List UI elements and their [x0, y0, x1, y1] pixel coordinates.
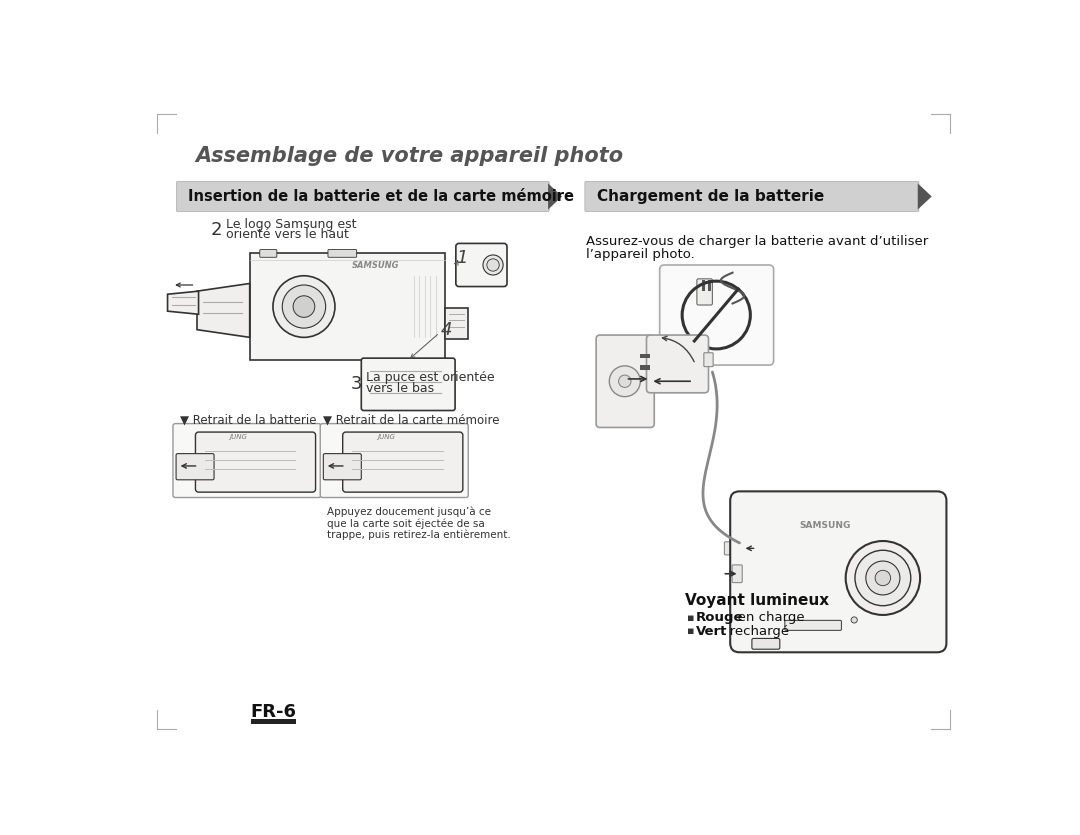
Text: 2: 2 — [211, 220, 222, 239]
Text: que la carte soit éjectée de sa: que la carte soit éjectée de sa — [327, 519, 485, 529]
Text: trappe, puis retirez-la entièrement.: trappe, puis retirez-la entièrement. — [327, 530, 511, 540]
FancyBboxPatch shape — [176, 181, 550, 211]
Text: : rechargé: : rechargé — [721, 625, 789, 638]
Text: 3: 3 — [350, 375, 362, 392]
Circle shape — [483, 255, 503, 275]
Polygon shape — [918, 184, 932, 210]
Bar — [252, 718, 296, 724]
Text: ▼ Retrait de la carte mémoire: ▼ Retrait de la carte mémoire — [323, 413, 500, 426]
FancyBboxPatch shape — [362, 358, 455, 411]
Text: vers le bas: vers le bas — [366, 382, 434, 395]
Circle shape — [273, 276, 335, 337]
Bar — [639, 353, 650, 358]
Text: orienté vers le haut: orienté vers le haut — [227, 229, 349, 241]
FancyBboxPatch shape — [730, 491, 946, 652]
Polygon shape — [445, 308, 469, 339]
Circle shape — [609, 366, 640, 397]
Circle shape — [855, 550, 910, 605]
Circle shape — [619, 375, 631, 387]
Text: 4: 4 — [441, 321, 453, 339]
Text: 1: 1 — [456, 249, 468, 267]
Circle shape — [282, 285, 326, 328]
FancyBboxPatch shape — [596, 335, 654, 428]
Polygon shape — [249, 253, 445, 361]
Text: Assemblage de votre appareil photo: Assemblage de votre appareil photo — [195, 146, 623, 166]
FancyBboxPatch shape — [725, 542, 744, 555]
Polygon shape — [167, 291, 199, 314]
FancyBboxPatch shape — [660, 265, 773, 365]
Text: La puce est orientée: La puce est orientée — [366, 371, 495, 384]
Text: ▪: ▪ — [687, 626, 698, 636]
FancyBboxPatch shape — [321, 423, 469, 498]
FancyBboxPatch shape — [704, 352, 713, 367]
Text: ▪: ▪ — [687, 613, 698, 623]
Text: Le logo Samsung est: Le logo Samsung est — [227, 218, 357, 230]
Text: JUNG: JUNG — [377, 434, 394, 440]
FancyBboxPatch shape — [585, 181, 919, 211]
Text: SAMSUNG: SAMSUNG — [799, 521, 850, 529]
Text: ▼ Retrait de la batterie: ▼ Retrait de la batterie — [180, 413, 316, 426]
Circle shape — [293, 296, 314, 317]
Text: SAMSUNG: SAMSUNG — [351, 261, 399, 271]
FancyBboxPatch shape — [260, 250, 276, 257]
FancyBboxPatch shape — [173, 423, 321, 498]
Text: Rouge: Rouge — [697, 611, 744, 624]
Text: Appuyez doucement jusqu’à ce: Appuyez doucement jusqu’à ce — [327, 507, 491, 518]
FancyBboxPatch shape — [697, 279, 713, 305]
Text: : en charge: : en charge — [729, 611, 805, 624]
Bar — [707, 281, 711, 291]
Circle shape — [866, 561, 900, 595]
Polygon shape — [548, 184, 562, 210]
Bar — [639, 365, 650, 370]
Text: Voyant lumineux: Voyant lumineux — [685, 593, 829, 608]
Polygon shape — [197, 283, 249, 337]
FancyBboxPatch shape — [732, 565, 742, 583]
Text: Insertion de la batterie et de la carte mémoire: Insertion de la batterie et de la carte … — [189, 189, 575, 204]
FancyBboxPatch shape — [456, 244, 507, 286]
FancyBboxPatch shape — [195, 432, 315, 492]
Circle shape — [851, 617, 858, 623]
Text: Chargement de la batterie: Chargement de la batterie — [597, 189, 824, 204]
FancyBboxPatch shape — [323, 453, 362, 480]
Bar — [702, 281, 704, 291]
FancyBboxPatch shape — [785, 620, 841, 630]
Text: JUNG: JUNG — [230, 434, 247, 440]
Text: FR-6: FR-6 — [249, 703, 296, 721]
Text: Assurez-vous de charger la batterie avant d’utiliser: Assurez-vous de charger la batterie avan… — [586, 235, 929, 248]
Circle shape — [875, 570, 891, 585]
FancyBboxPatch shape — [176, 453, 214, 480]
Text: l’appareil photo.: l’appareil photo. — [586, 248, 694, 261]
FancyBboxPatch shape — [328, 250, 356, 257]
Text: Vert: Vert — [697, 625, 728, 638]
FancyBboxPatch shape — [752, 639, 780, 649]
FancyBboxPatch shape — [647, 335, 708, 392]
Circle shape — [846, 541, 920, 615]
FancyBboxPatch shape — [342, 432, 463, 492]
Circle shape — [487, 259, 499, 271]
